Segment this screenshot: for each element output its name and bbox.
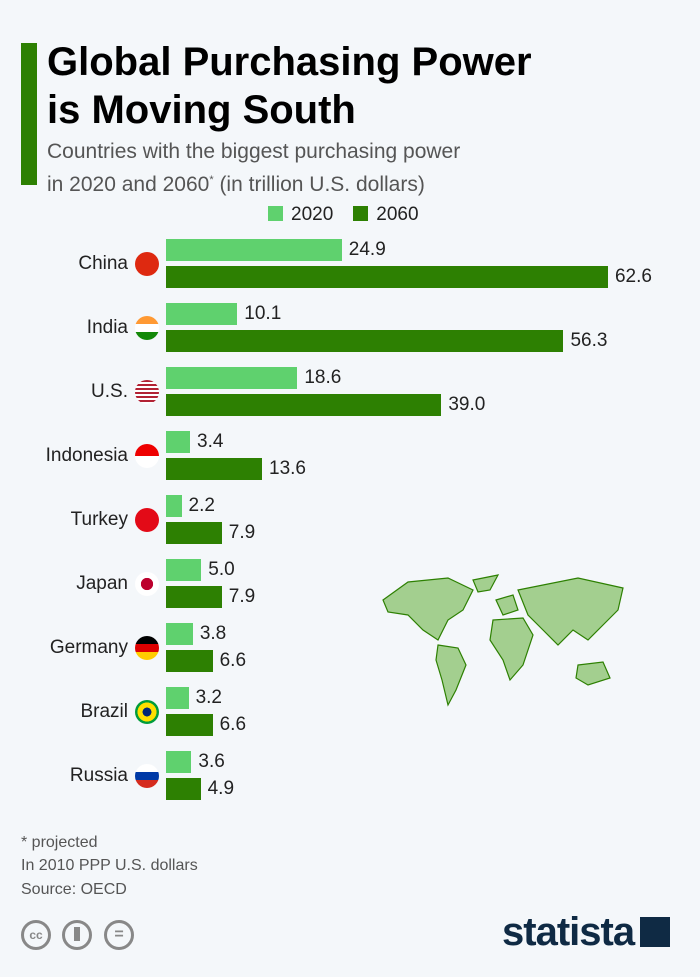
category-label: Japan (76, 573, 128, 594)
chart-subtitle: Countries with the biggest purchasing po… (47, 140, 461, 196)
flag-icon-indonesia (135, 444, 159, 468)
bar-2060 (166, 778, 201, 800)
bar-2060 (166, 586, 222, 608)
bar-2020 (166, 559, 202, 581)
category-label: Indonesia (45, 445, 128, 466)
bar-2060 (166, 714, 213, 736)
category-label: India (86, 317, 128, 338)
value-label-2060: 6.6 (219, 650, 247, 671)
flag-icon-china (135, 252, 159, 276)
value-label-2020: 5.0 (208, 559, 235, 580)
legend-2060: 2060 (353, 204, 419, 226)
value-label-2060: 39.0 (448, 394, 486, 415)
no-derivatives-icon[interactable]: = (104, 920, 134, 950)
flag-icon-germany (135, 636, 159, 660)
value-label-2020: 2.2 (188, 495, 215, 516)
value-label-2060: 62.6 (614, 266, 652, 287)
flag-icon-india (135, 316, 159, 340)
bar-2060 (166, 330, 564, 352)
legend-2020: 2020 (268, 204, 333, 226)
value-label-2020: 3.6 (198, 751, 225, 772)
bar-2060 (166, 522, 222, 544)
value-label-2020: 18.6 (304, 367, 342, 388)
value-label-2060: 6.6 (219, 714, 247, 735)
bar-2020 (166, 431, 190, 453)
bar-2060 (166, 394, 442, 416)
footnote-ppp: In 2010 PPP U.S. dollars (21, 857, 198, 874)
value-label-2020: 10.1 (244, 303, 282, 324)
bar-2060 (166, 458, 263, 480)
accent-bar (21, 43, 37, 185)
chart-title: Global Purchasing Power is Moving South (47, 40, 532, 132)
category-label: Turkey (70, 509, 128, 530)
value-label-2060: 56.3 (570, 330, 608, 351)
bar-2020 (166, 623, 193, 645)
flag-icon-us (135, 380, 159, 404)
value-label-2020: 24.9 (348, 239, 386, 260)
bar-2060 (166, 266, 608, 288)
category-label: Germany (49, 637, 128, 658)
flag-icon-brazil (135, 700, 159, 724)
attribution-icon[interactable] (62, 920, 92, 950)
bar-2020 (166, 751, 192, 773)
cc-license-icon[interactable]: cc (21, 920, 51, 950)
world-map-illustration (382, 574, 624, 707)
source: Source: OECD (21, 881, 127, 898)
category-label: China (78, 253, 128, 274)
value-label-2060: 4.9 (207, 778, 235, 799)
value-label-2020: 3.2 (195, 687, 222, 708)
bar-2020 (166, 495, 182, 517)
category-label: U.S. (91, 381, 128, 402)
value-label-2060: 7.9 (228, 586, 256, 607)
bar-2020 (166, 303, 238, 325)
value-label-2060: 13.6 (269, 458, 306, 479)
category-label: Brazil (80, 701, 128, 722)
category-label: Russia (69, 765, 128, 786)
footnote-projected: * projected (21, 834, 98, 851)
flag-icon-turkey (135, 508, 159, 532)
value-label-2020: 3.8 (199, 623, 227, 644)
bar-2060 (166, 650, 213, 672)
flag-icon-russia (135, 764, 159, 788)
value-label-2020: 3.4 (197, 431, 224, 452)
bar-2020 (166, 239, 342, 261)
value-label-2060: 7.9 (228, 522, 256, 543)
bar-2020 (166, 367, 298, 389)
statista-logo[interactable]: statista (502, 910, 671, 955)
flag-icon-japan (135, 572, 159, 596)
bar-2020 (166, 687, 189, 709)
legend: 2020 2060 (268, 204, 419, 226)
